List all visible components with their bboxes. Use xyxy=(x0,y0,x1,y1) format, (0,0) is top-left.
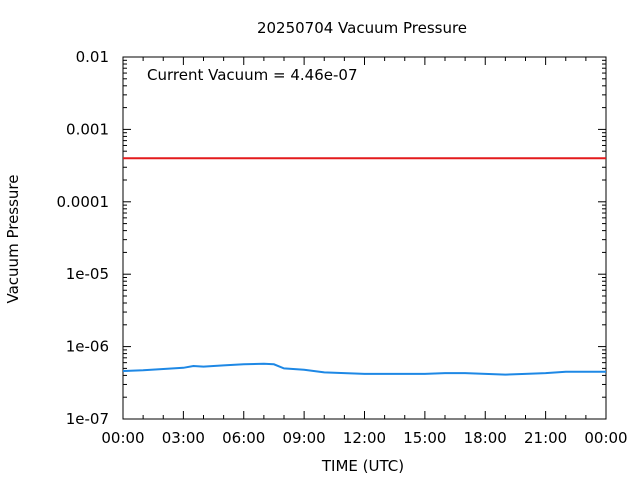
series-line xyxy=(122,362,606,376)
y-tick-label: 1e-06 xyxy=(66,338,109,356)
x-tick-label: 00:00 xyxy=(584,429,627,447)
axis-ticks xyxy=(122,56,607,420)
y-tick-label: 1e-05 xyxy=(66,265,109,283)
current-vacuum-annotation: Current Vacuum = 4.46e-07 xyxy=(147,66,358,84)
x-axis-label: TIME (UTC) xyxy=(321,457,404,475)
x-tick-label: 12:00 xyxy=(343,429,386,447)
y-tick-label: 0.001 xyxy=(66,120,109,138)
x-tick-label: 00:00 xyxy=(101,429,144,447)
x-tick-label: 15:00 xyxy=(403,429,446,447)
y-tick-label: 0.0001 xyxy=(57,193,110,211)
x-tick-label: 18:00 xyxy=(464,429,507,447)
y-tick-label: 0.01 xyxy=(76,48,109,66)
y-axis-label: Vacuum Pressure xyxy=(4,175,22,304)
x-tick-labels: 00:00 03:00 06:00 09:00 12:00 15:00 18:00 21:00… xyxy=(101,429,627,447)
x-tick-label: 09:00 xyxy=(283,429,326,447)
x-tick-label: 03:00 xyxy=(162,429,205,447)
y-tick-labels: 0.01 0.001 0.0001 1e-05 1e-06 1e-07 xyxy=(57,48,110,428)
x-tick-label: 06:00 xyxy=(222,429,265,447)
chart-title: 20250704 Vacuum Pressure xyxy=(257,19,467,37)
y-tick-label: 1e-07 xyxy=(66,410,109,428)
plot-area xyxy=(122,56,607,420)
x-tick-label: 21:00 xyxy=(524,429,567,447)
